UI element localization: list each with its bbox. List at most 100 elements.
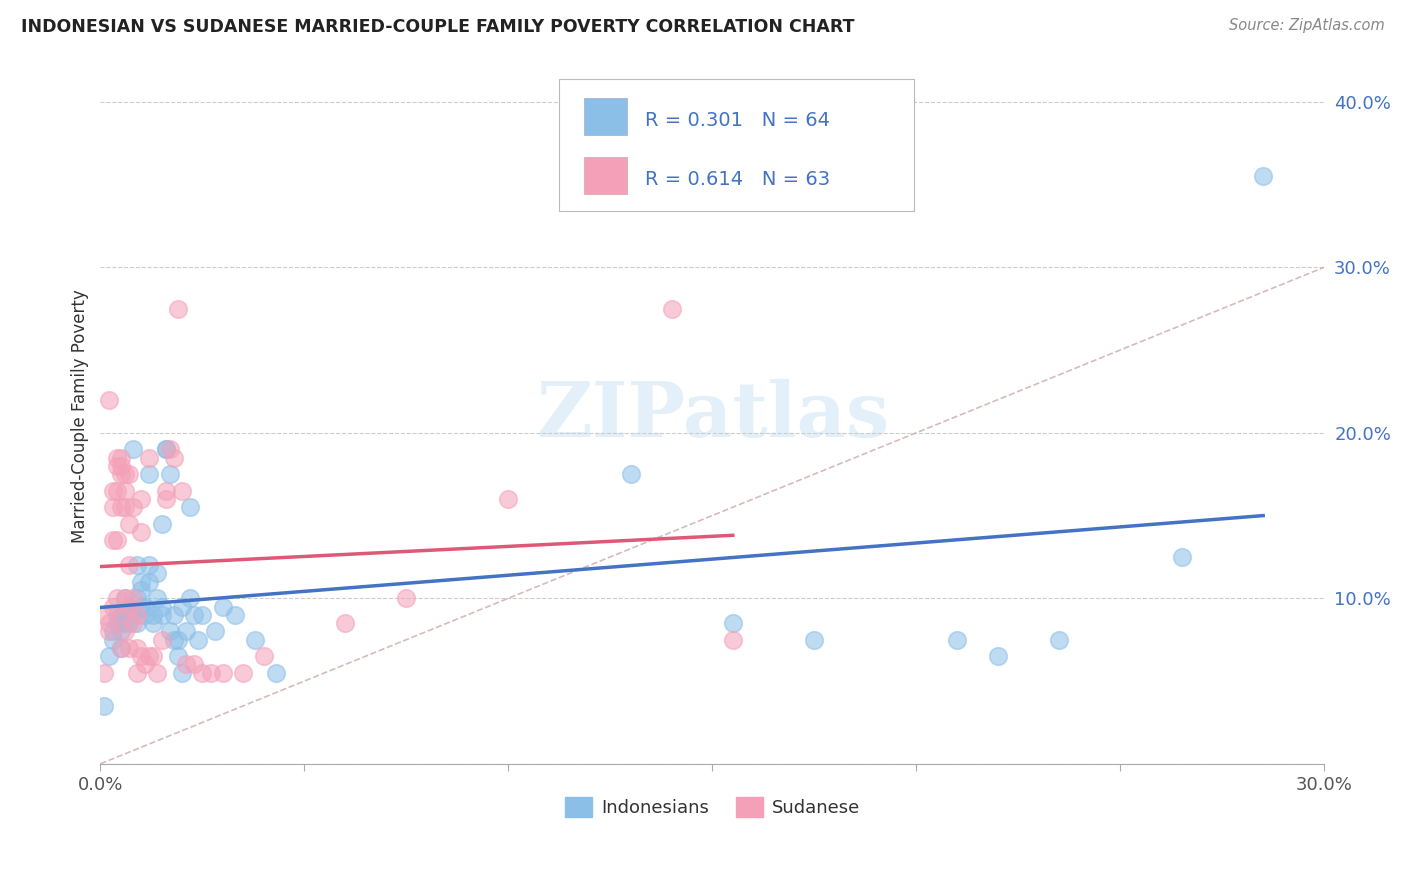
- Point: [97, 616, 120, 631]
- Point: [105, 607, 128, 622]
- Point: [204, 624, 226, 639]
- Point: [721, 632, 744, 647]
- Point: [118, 616, 141, 631]
- Point: [620, 467, 643, 482]
- Point: [97, 624, 120, 639]
- Point: [661, 301, 683, 316]
- Text: R = 0.614   N = 63: R = 0.614 N = 63: [645, 170, 830, 189]
- Point: [211, 599, 233, 614]
- Point: [105, 591, 128, 606]
- Point: [155, 442, 177, 457]
- Point: [110, 450, 132, 465]
- Text: R = 0.301   N = 64: R = 0.301 N = 64: [645, 112, 830, 130]
- Point: [174, 624, 197, 639]
- Point: [114, 624, 136, 639]
- Bar: [583, 98, 627, 135]
- Point: [105, 458, 128, 473]
- Point: [170, 599, 193, 614]
- Point: [105, 533, 128, 548]
- Point: [129, 582, 152, 597]
- Point: [110, 624, 132, 639]
- Point: [174, 657, 197, 672]
- Point: [114, 591, 136, 606]
- Point: [146, 591, 169, 606]
- Point: [105, 483, 128, 498]
- Point: [163, 450, 186, 465]
- Point: [155, 491, 177, 506]
- Point: [245, 632, 267, 647]
- Point: [118, 558, 141, 573]
- Point: [803, 632, 825, 647]
- Point: [110, 458, 132, 473]
- Point: [264, 665, 287, 680]
- Point: [101, 533, 124, 548]
- Point: [138, 574, 160, 589]
- Point: [125, 558, 148, 573]
- Point: [110, 467, 132, 482]
- Point: [110, 607, 132, 622]
- Point: [105, 616, 128, 631]
- Point: [138, 450, 160, 465]
- Point: [125, 616, 148, 631]
- Point: [93, 698, 115, 713]
- Point: [146, 665, 169, 680]
- Text: Source: ZipAtlas.com: Source: ZipAtlas.com: [1229, 18, 1385, 33]
- Point: [721, 616, 744, 631]
- Point: [114, 467, 136, 482]
- Point: [138, 558, 160, 573]
- Point: [110, 500, 132, 515]
- Point: [125, 640, 148, 655]
- Point: [118, 516, 141, 531]
- Point: [159, 624, 181, 639]
- Point: [159, 442, 181, 457]
- Point: [134, 607, 156, 622]
- Point: [138, 467, 160, 482]
- Point: [167, 649, 190, 664]
- Point: [252, 649, 274, 664]
- FancyBboxPatch shape: [560, 79, 914, 211]
- Point: [114, 500, 136, 515]
- Point: [333, 616, 356, 631]
- Point: [1047, 632, 1070, 647]
- Legend: Indonesians, Sudanese: Indonesians, Sudanese: [557, 790, 868, 824]
- Point: [187, 632, 209, 647]
- Point: [101, 599, 124, 614]
- Point: [150, 632, 173, 647]
- Point: [1170, 549, 1192, 564]
- Point: [118, 607, 141, 622]
- Point: [114, 591, 136, 606]
- Point: [97, 649, 120, 664]
- Point: [114, 607, 136, 622]
- Point: [122, 616, 145, 631]
- Point: [142, 616, 165, 631]
- Point: [167, 301, 190, 316]
- Point: [122, 607, 145, 622]
- Point: [129, 649, 152, 664]
- Point: [134, 599, 156, 614]
- Point: [114, 483, 136, 498]
- Point: [125, 607, 148, 622]
- Point: [93, 665, 115, 680]
- Point: [179, 591, 201, 606]
- Point: [134, 657, 156, 672]
- Point: [101, 483, 124, 498]
- Point: [395, 591, 418, 606]
- Point: [183, 607, 205, 622]
- Point: [191, 665, 214, 680]
- Bar: [583, 157, 627, 194]
- Point: [150, 516, 173, 531]
- Text: INDONESIAN VS SUDANESE MARRIED-COUPLE FAMILY POVERTY CORRELATION CHART: INDONESIAN VS SUDANESE MARRIED-COUPLE FA…: [21, 18, 855, 36]
- Point: [129, 599, 152, 614]
- Point: [191, 607, 214, 622]
- Point: [946, 632, 969, 647]
- Point: [179, 500, 201, 515]
- Point: [232, 665, 254, 680]
- Point: [167, 632, 190, 647]
- Point: [163, 607, 186, 622]
- Point: [200, 665, 222, 680]
- Point: [211, 665, 233, 680]
- Point: [159, 467, 181, 482]
- Point: [150, 599, 173, 614]
- Point: [224, 607, 246, 622]
- Point: [97, 392, 120, 407]
